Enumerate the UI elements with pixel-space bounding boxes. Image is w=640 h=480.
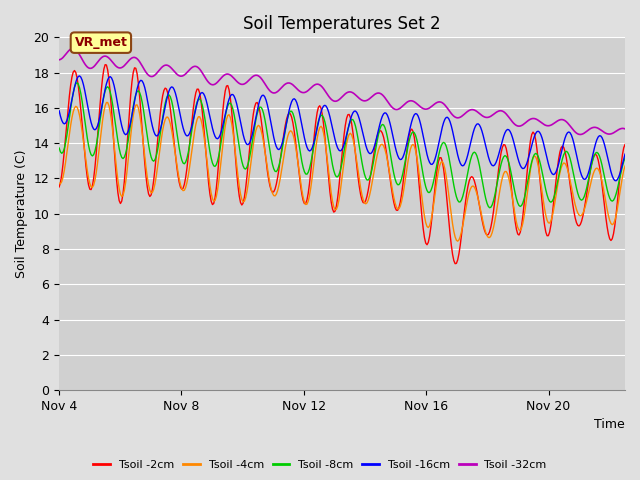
Tsoil -32cm — [55, 57, 63, 63]
Tsoil -16cm — [612, 178, 620, 184]
Title: Soil Temperatures Set 2: Soil Temperatures Set 2 — [243, 15, 441, 33]
Tsoil -8cm — [64, 124, 72, 130]
Tsoil -32cm — [255, 73, 262, 79]
Line: Tsoil -16cm: Tsoil -16cm — [59, 76, 625, 181]
Tsoil -8cm — [55, 145, 63, 151]
X-axis label: Time: Time — [595, 419, 625, 432]
Legend: Tsoil -2cm, Tsoil -4cm, Tsoil -8cm, Tsoil -16cm, Tsoil -32cm: Tsoil -2cm, Tsoil -4cm, Tsoil -8cm, Tsoi… — [89, 456, 551, 474]
Tsoil -4cm — [238, 196, 246, 202]
Tsoil -2cm — [260, 136, 268, 142]
Tsoil -32cm — [238, 82, 246, 87]
Line: Tsoil -32cm: Tsoil -32cm — [59, 48, 625, 134]
Tsoil -32cm — [246, 77, 253, 83]
Tsoil -4cm — [255, 122, 262, 128]
Tsoil -2cm — [374, 130, 382, 135]
Tsoil -4cm — [374, 147, 382, 153]
Tsoil -16cm — [255, 102, 262, 108]
Tsoil -32cm — [577, 132, 584, 137]
Tsoil -2cm — [255, 102, 262, 108]
Tsoil -4cm — [260, 139, 268, 145]
Tsoil -8cm — [73, 80, 81, 85]
Tsoil -16cm — [260, 92, 268, 98]
Line: Tsoil -4cm: Tsoil -4cm — [59, 103, 625, 241]
Tsoil -2cm — [451, 261, 459, 266]
Tsoil -2cm — [621, 142, 629, 147]
Tsoil -16cm — [55, 108, 63, 114]
Tsoil -32cm — [64, 48, 72, 54]
Tsoil -16cm — [76, 73, 83, 79]
Tsoil -8cm — [255, 107, 262, 112]
Tsoil -2cm — [238, 202, 246, 208]
Tsoil -8cm — [374, 132, 382, 137]
Line: Tsoil -8cm: Tsoil -8cm — [59, 83, 625, 208]
Tsoil -16cm — [64, 114, 72, 120]
Tsoil -2cm — [101, 62, 109, 68]
Line: Tsoil -2cm: Tsoil -2cm — [59, 65, 625, 264]
Tsoil -8cm — [486, 205, 493, 211]
Tsoil -4cm — [621, 163, 629, 169]
Tsoil -16cm — [238, 126, 246, 132]
Tsoil -4cm — [64, 141, 72, 146]
Text: VR_met: VR_met — [74, 36, 127, 49]
Tsoil -16cm — [374, 127, 382, 132]
Tsoil -4cm — [246, 171, 253, 177]
Tsoil -4cm — [104, 100, 111, 106]
Tsoil -8cm — [238, 158, 246, 164]
Tsoil -2cm — [246, 147, 253, 153]
Tsoil -8cm — [621, 155, 629, 161]
Tsoil -2cm — [64, 106, 72, 112]
Tsoil -8cm — [260, 110, 268, 116]
Tsoil -16cm — [621, 151, 629, 157]
Tsoil -16cm — [246, 140, 253, 146]
Tsoil -32cm — [374, 90, 382, 96]
Y-axis label: Soil Temperature (C): Soil Temperature (C) — [15, 149, 28, 278]
Tsoil -32cm — [260, 79, 268, 84]
Tsoil -4cm — [55, 180, 63, 186]
Tsoil -2cm — [55, 184, 63, 190]
Tsoil -32cm — [69, 46, 77, 51]
Tsoil -32cm — [621, 126, 629, 132]
Tsoil -8cm — [246, 155, 253, 161]
Tsoil -4cm — [454, 238, 461, 244]
